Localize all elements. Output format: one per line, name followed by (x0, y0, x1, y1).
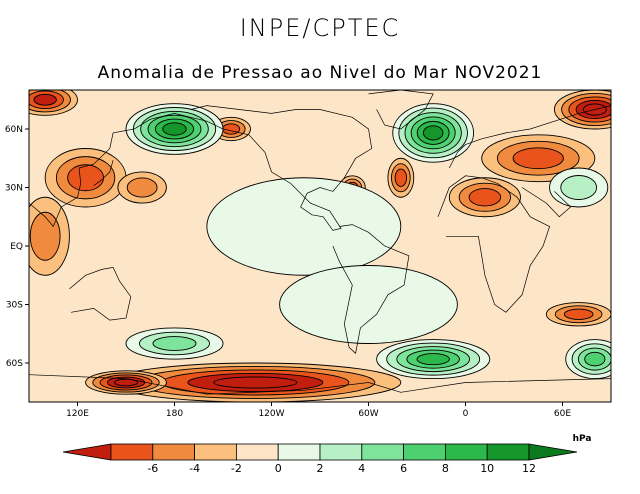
colorbar-box (403, 443, 446, 461)
coastlines (0, 90, 611, 395)
colorbar-low-extend (62, 443, 112, 461)
colorbar-label: 4 (358, 462, 365, 475)
coastline-4 (448, 105, 611, 169)
colorbar-label: -4 (189, 462, 200, 475)
coastline-2 (368, 90, 434, 130)
colorbar-box (361, 443, 404, 461)
colorbar-label: 8 (442, 462, 449, 475)
colorbar-box (319, 443, 363, 461)
colorbar-label: -6 (147, 462, 158, 475)
negative-anomaly-2 (553, 90, 611, 130)
lat-tick-label: 60S (6, 359, 23, 369)
colorbar-box (486, 443, 530, 461)
positive-anomaly-21 (279, 265, 458, 344)
positive-anomaly-17 (565, 339, 611, 380)
negative-anomaly-1 (85, 370, 167, 395)
lon-tick-label: 180 (166, 409, 183, 419)
lat-tick-label: EQ (10, 242, 23, 252)
coastline-10 (521, 187, 572, 218)
positive-anomaly-14 (392, 103, 475, 163)
negative-anomaly-3 (29, 90, 78, 116)
positive-anomaly-19 (549, 167, 609, 208)
coastline-6 (69, 267, 132, 321)
coastline-9 (0, 199, 26, 230)
positive-anomaly-13 (125, 103, 224, 155)
lon-tick-label: 0 (463, 409, 469, 419)
colorbar-label: 12 (522, 462, 536, 475)
coastline-1 (332, 224, 410, 354)
positive-anomaly-20 (206, 177, 402, 276)
negative-anomaly-6 (44, 148, 127, 208)
coastline-5 (29, 113, 191, 228)
colorbar-box (277, 443, 321, 461)
coastline-0 (190, 105, 373, 231)
positive-anomaly-15 (376, 339, 491, 380)
chart-subtitle: Anomalia de Pressao ao Nivel do Mar NOV2… (97, 63, 543, 83)
colorbar-box (152, 443, 196, 461)
coastline-8 (93, 160, 114, 186)
colorbar-box (194, 443, 237, 461)
negative-anomaly-11 (29, 196, 70, 276)
colorbar-box (444, 443, 488, 461)
axis-ticks: 60N 30N EQ 30S 60S 120E 180 120W 60W 0 60E (5, 125, 572, 419)
negative-anomaly-12 (117, 171, 167, 204)
colorbar-label: -2 (231, 462, 242, 475)
colorbar: -6 -4 -2 0 2 4 6 8 10 12 hPa (62, 434, 592, 475)
negative-anomaly-5 (448, 177, 521, 218)
colorbar-label: 2 (317, 462, 324, 475)
lon-tick-label: 120W (258, 409, 284, 419)
colorbar-unit: hPa (573, 434, 592, 444)
lat-tick-label: 30N (5, 184, 23, 194)
colorbar-label: 10 (480, 462, 494, 475)
colorbar-box (235, 443, 279, 461)
lon-tick-label: 60E (554, 409, 571, 419)
lat-tick-label: 30S (6, 301, 23, 311)
coastline-7 (29, 374, 611, 395)
colorbar-high-extend (528, 443, 578, 461)
lon-tick-label: 120E (66, 409, 89, 419)
colorbar-label: 0 (275, 462, 282, 475)
coastline-3 (437, 175, 551, 313)
lat-tick-label: 60N (5, 125, 23, 135)
lon-tick-label: 60W (358, 409, 378, 419)
map-field (29, 90, 611, 402)
colorbar-box (110, 443, 154, 461)
colorbar-label: 6 (400, 462, 407, 475)
negative-anomaly-10 (545, 302, 611, 327)
negative-anomaly-0 (109, 362, 402, 402)
positive-anomaly-16 (125, 327, 224, 360)
chart-title: INPE/CPTEC (239, 14, 401, 42)
negative-anomaly-9 (387, 157, 415, 198)
